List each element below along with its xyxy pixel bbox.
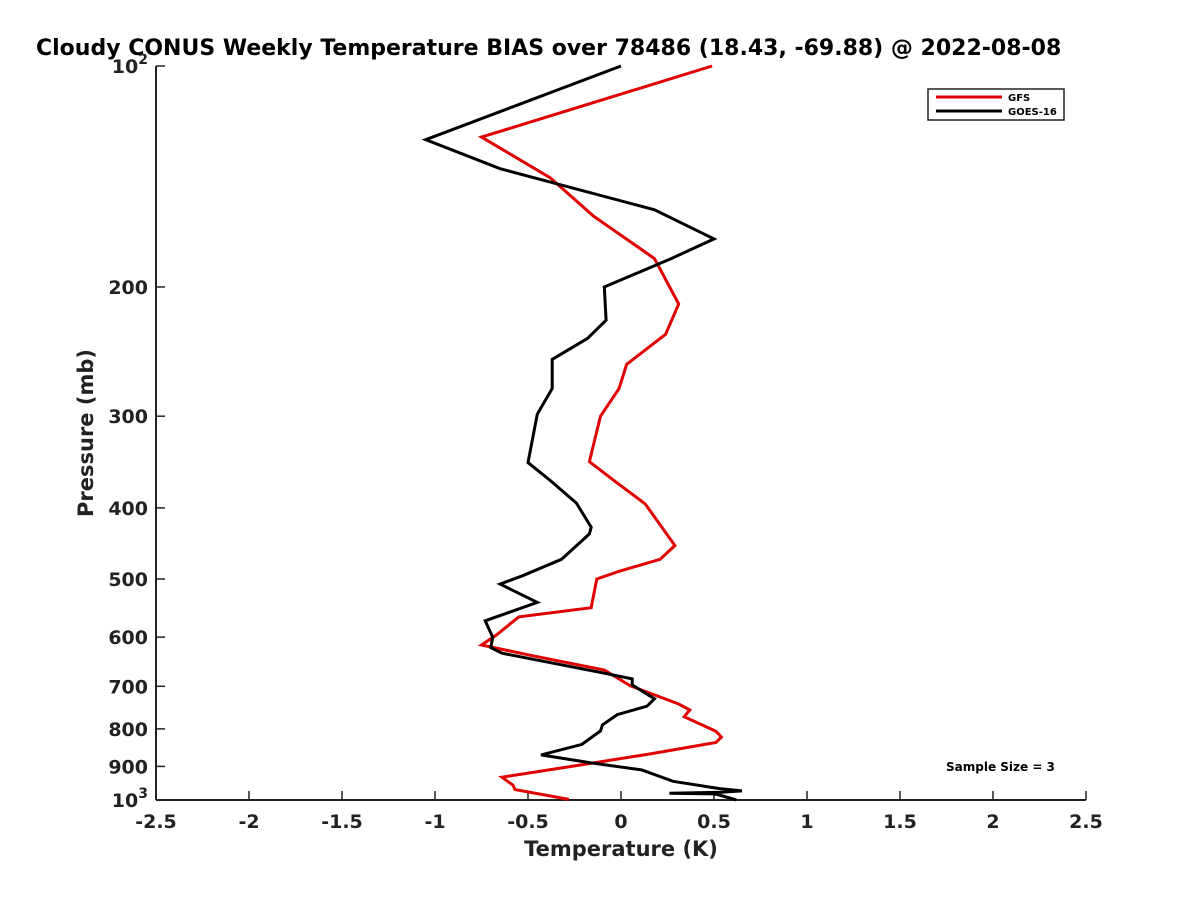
legend-label-gfs: GFS: [1008, 93, 1030, 104]
chart-title: Cloudy CONUS Weekly Temperature BIAS ove…: [36, 36, 1061, 61]
x-tick-label: -2: [238, 811, 259, 833]
legend-label-goes16: GOES-16: [1008, 107, 1057, 118]
legend-box: [927, 88, 1065, 121]
y-ticks: 102 200 300 400 500 600 700 800 900 103: [108, 52, 165, 812]
y-tick-label: 900: [108, 756, 148, 778]
plot-area: [155, 66, 1086, 801]
y-tick-label: 800: [108, 719, 148, 741]
y-tick-label: 700: [108, 676, 148, 698]
y-tick-label: 102: [112, 52, 148, 78]
legend: GFS GOES-16: [927, 88, 1065, 121]
x-axis-label: Temperature (K): [524, 837, 718, 861]
x-tick-label: 0: [614, 811, 627, 833]
x-tick-label: 2.5: [1069, 811, 1103, 833]
series-layer: [421, 64, 743, 802]
x-ticks: -2.5 -2 -1.5 -1 -0.5 0 0.5 1 1.5 2 2.5: [135, 791, 1103, 833]
x-tick-label: 2: [986, 811, 999, 833]
y-tick-label: 200: [108, 277, 148, 299]
y-tick-label: 500: [108, 569, 148, 591]
x-tick-label: 0.5: [697, 811, 731, 833]
sample-size-annotation: Sample Size = 3: [946, 760, 1055, 774]
y-tick-label: 103: [112, 786, 148, 812]
x-tick-label: 1.5: [883, 811, 917, 833]
y-axis-label: Pressure (mb): [74, 349, 98, 517]
y-tick-label: 600: [108, 627, 148, 649]
y-tick-label: 300: [108, 406, 148, 428]
x-tick-label: -2.5: [135, 811, 177, 833]
x-tick-label: -0.5: [507, 811, 549, 833]
y-tick-label: 400: [108, 498, 148, 520]
x-tick-label: -1.5: [321, 811, 363, 833]
x-tick-label: -1: [424, 811, 445, 833]
x-tick-label: 1: [800, 811, 813, 833]
series-line-goes16: [421, 64, 743, 802]
series-line-gfs: [477, 64, 724, 801]
